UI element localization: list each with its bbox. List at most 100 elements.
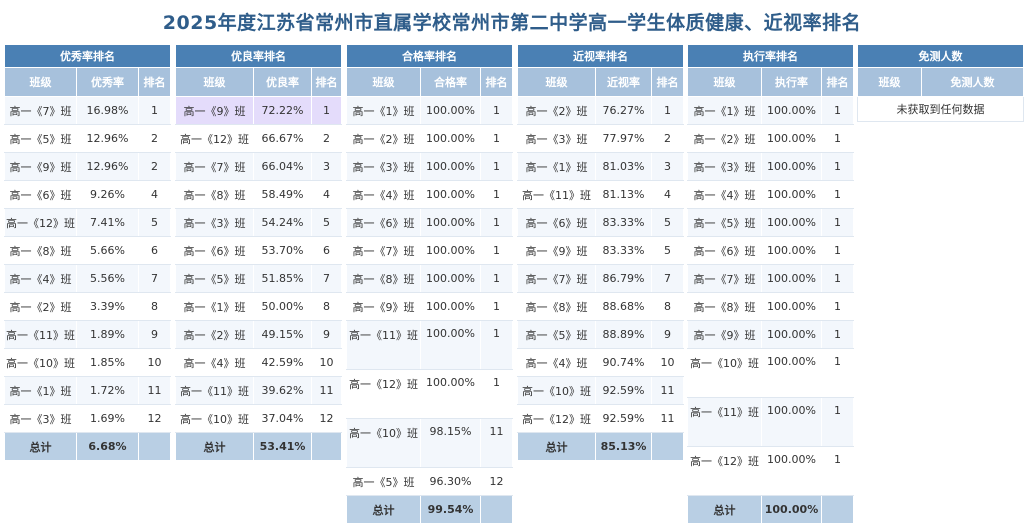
- class-cell: 高一《11》班: [687, 397, 762, 447]
- table-row: 高一《2》班 100.00% 1: [687, 124, 855, 153]
- table-row: 高一《10》班 37.04% 12: [175, 404, 343, 433]
- good-rate-table: 优良率排名 班级 优良率 排名 高一《9》班 72.22% 1 高一《12》班 66.…: [174, 44, 343, 461]
- execution-rate-table: 执行率排名 班级 执行率 排名 高一《1》班 100.00% 1 高一《2》班 100…: [686, 44, 855, 524]
- col-rate: 合格率: [420, 67, 481, 97]
- execution-rate-panel: 执行率排名 班级 执行率 排名 高一《1》班 100.00% 1 高一《2》班 100…: [686, 44, 855, 524]
- table-row: 高一《4》班 100.00% 1: [687, 180, 855, 209]
- total-label: 总计: [517, 432, 596, 461]
- rate-cell: 76.27%: [595, 96, 652, 125]
- rank-cell: 1: [820, 348, 855, 398]
- rate-cell: 1.69%: [76, 404, 139, 433]
- table-row: 高一《9》班 100.00% 1: [346, 292, 514, 321]
- rate-cell: 12.96%: [76, 124, 139, 153]
- rank-cell: 1: [820, 446, 855, 496]
- class-cell: 高一《12》班: [175, 124, 254, 153]
- col-rank: 排名: [137, 67, 172, 97]
- col-class: 班级: [175, 67, 254, 97]
- table-row: 高一《9》班 100.00% 1: [687, 320, 855, 349]
- rate-cell: 72.22%: [253, 96, 312, 125]
- rank-cell: 10: [310, 348, 343, 377]
- rate-cell: 66.67%: [253, 124, 312, 153]
- table-row: 高一《11》班 1.89% 9: [4, 320, 172, 349]
- rate-cell: 39.62%: [253, 376, 312, 405]
- table-row: 高一《3》班 54.24% 5: [175, 208, 343, 237]
- rank-cell: 1: [479, 152, 514, 181]
- table-row: 高一《5》班 51.85% 7: [175, 264, 343, 293]
- rank-cell: 2: [137, 152, 172, 181]
- rate-cell: 100.00%: [761, 348, 822, 398]
- table-row: 高一《3》班 100.00% 1: [346, 152, 514, 181]
- rank-cell: 5: [650, 236, 685, 265]
- class-cell: 高一《2》班: [687, 124, 762, 153]
- rate-cell: 100.00%: [761, 208, 822, 237]
- rank-cell: 6: [310, 236, 343, 265]
- rate-cell: 100.00%: [420, 208, 481, 237]
- total-rank: [310, 432, 343, 461]
- total-rank: [650, 432, 685, 461]
- table-row: 高一《5》班 100.00% 1: [687, 208, 855, 237]
- rank-cell: 1: [479, 208, 514, 237]
- rate-cell: 5.66%: [76, 236, 139, 265]
- empty-row: 未获取到任何数据: [857, 96, 1024, 122]
- rate-cell: 88.68%: [595, 292, 652, 321]
- rate-cell: 42.59%: [253, 348, 312, 377]
- class-cell: 高一《4》班: [175, 348, 254, 377]
- total-rank: [820, 495, 855, 524]
- class-cell: 高一《11》班: [175, 376, 254, 405]
- rank-cell: 1: [820, 320, 855, 349]
- table-row: 高一《1》班 100.00% 1: [346, 96, 514, 125]
- class-cell: 高一《7》班: [517, 264, 596, 293]
- panel-header: 优良率排名: [174, 44, 343, 68]
- table-row: 高一《12》班 7.41% 5: [4, 208, 172, 237]
- rank-cell: 3: [310, 152, 343, 181]
- table-row: 高一《9》班 83.33% 5: [517, 236, 685, 265]
- col-rate: 执行率: [761, 67, 822, 97]
- rank-cell: 7: [650, 264, 685, 293]
- class-cell: 高一《10》班: [346, 418, 421, 468]
- rank-cell: 4: [650, 180, 685, 209]
- class-cell: 高一《6》班: [346, 208, 421, 237]
- rate-cell: 98.15%: [420, 418, 481, 468]
- class-cell: 高一《1》班: [175, 292, 254, 321]
- rate-cell: 66.04%: [253, 152, 312, 181]
- class-cell: 高一《3》班: [687, 152, 762, 181]
- rank-cell: 6: [137, 236, 172, 265]
- rank-cell: 4: [310, 180, 343, 209]
- rate-cell: 3.39%: [76, 292, 139, 321]
- total-value: 53.41%: [253, 432, 312, 461]
- rank-cell: 1: [820, 264, 855, 293]
- rank-cell: 2: [650, 124, 685, 153]
- class-cell: 高一《1》班: [346, 96, 421, 125]
- rate-cell: 1.89%: [76, 320, 139, 349]
- exempt-count-table: 免测人数 班级 免测人数 未获取到任何数据: [857, 44, 1024, 122]
- rank-cell: 12: [479, 467, 514, 496]
- table-row: 高一《6》班 100.00% 1: [346, 208, 514, 237]
- col-rate: 近视率: [595, 67, 652, 97]
- table-row: 高一《10》班 98.15% 11: [346, 418, 514, 468]
- class-cell: 高一《8》班: [346, 264, 421, 293]
- rank-cell: 5: [650, 208, 685, 237]
- rank-cell: 1: [479, 124, 514, 153]
- total-label: 总计: [346, 495, 421, 524]
- rate-cell: 96.30%: [420, 467, 481, 496]
- myopia-rate-table: 近视率排名 班级 近视率 排名 高一《2》班 76.27% 1 高一《3》班 77.9…: [516, 44, 685, 461]
- rank-cell: 9: [310, 320, 343, 349]
- table-row-highlighted: 高一《9》班 72.22% 1: [175, 96, 343, 125]
- table-row: 高一《3》班 77.97% 2: [517, 124, 685, 153]
- col-rate: 优秀率: [76, 67, 139, 97]
- col-class: 班级: [517, 67, 596, 97]
- table-row: 高一《10》班 100.00% 1: [687, 348, 855, 398]
- table-row: 高一《3》班 1.69% 12: [4, 404, 172, 433]
- class-cell: 高一《7》班: [175, 152, 254, 181]
- table-row: 高一《1》班 100.00% 1: [687, 96, 855, 125]
- total-value: 85.13%: [595, 432, 652, 461]
- rank-cell: 3: [650, 152, 685, 181]
- table-row: 高一《2》班 3.39% 8: [4, 292, 172, 321]
- rank-cell: 1: [479, 236, 514, 265]
- class-cell: 高一《10》班: [175, 404, 254, 433]
- table-row: 高一《8》班 88.68% 8: [517, 292, 685, 321]
- table-row: 高一《5》班 12.96% 2: [4, 124, 172, 153]
- rank-cell: 1: [820, 180, 855, 209]
- rank-cell: 1: [820, 208, 855, 237]
- rank-cell: 1: [479, 369, 514, 419]
